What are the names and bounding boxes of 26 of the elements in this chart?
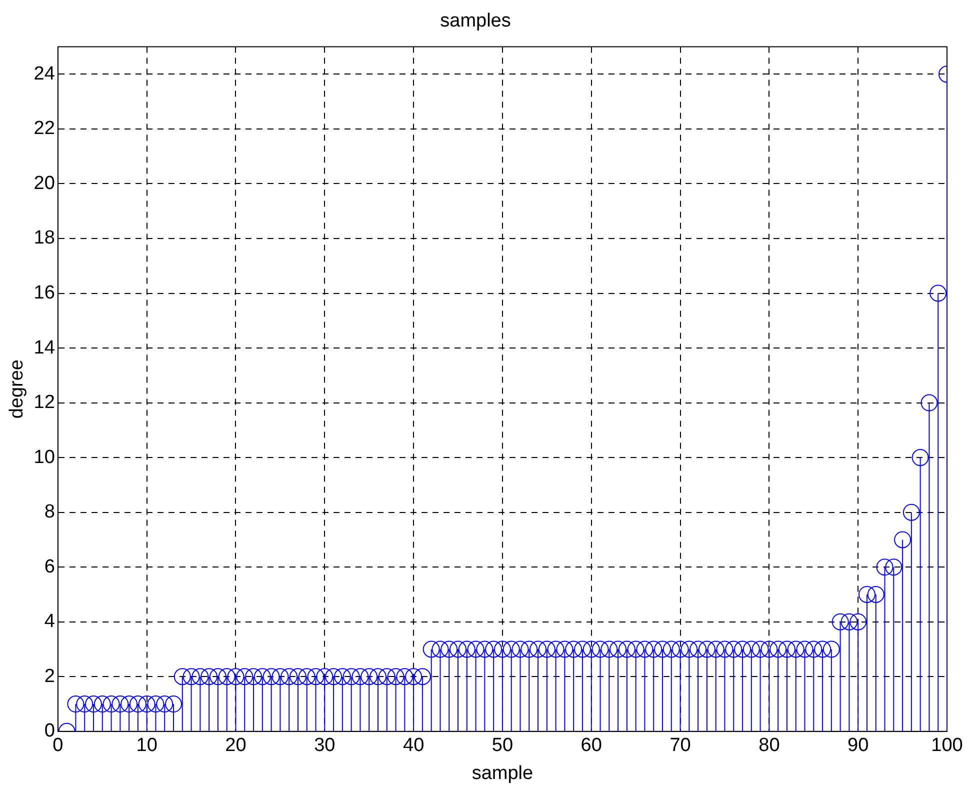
x-tick-label: 30 [314, 735, 336, 756]
x-tick-label: 60 [580, 735, 602, 756]
y-tick-label: 4 [44, 611, 56, 632]
y-tick-label: 16 [34, 282, 55, 304]
x-tick-label: 50 [492, 735, 514, 756]
x-tick-label: 80 [758, 735, 780, 756]
x-tick-label: 10 [136, 735, 158, 756]
y-tick-label: 24 [34, 63, 56, 84]
x-tick-label: 40 [402, 735, 424, 756]
y-tick-label: 18 [34, 228, 55, 249]
y-axis-title: degree [6, 360, 28, 419]
x-tick-label: 70 [670, 735, 691, 756]
x-tick-label: 90 [848, 735, 869, 756]
y-tick-label: 2 [44, 666, 55, 687]
y-tick-label: 20 [34, 172, 55, 194]
y-tick-label: 12 [34, 392, 55, 414]
chart-title: samples [440, 10, 511, 32]
x-axis-title: sample [472, 762, 534, 784]
y-tick-label: 6 [44, 556, 55, 578]
x-tick-label: 20 [225, 735, 246, 756]
y-tick-label: 8 [44, 502, 55, 523]
y-tick-label: 10 [34, 446, 55, 468]
y-tick-label: 22 [34, 118, 55, 140]
y-tick-label: 14 [34, 337, 56, 358]
x-tick-label: 100 [931, 735, 963, 756]
y-tick-label: 0 [44, 720, 55, 742]
